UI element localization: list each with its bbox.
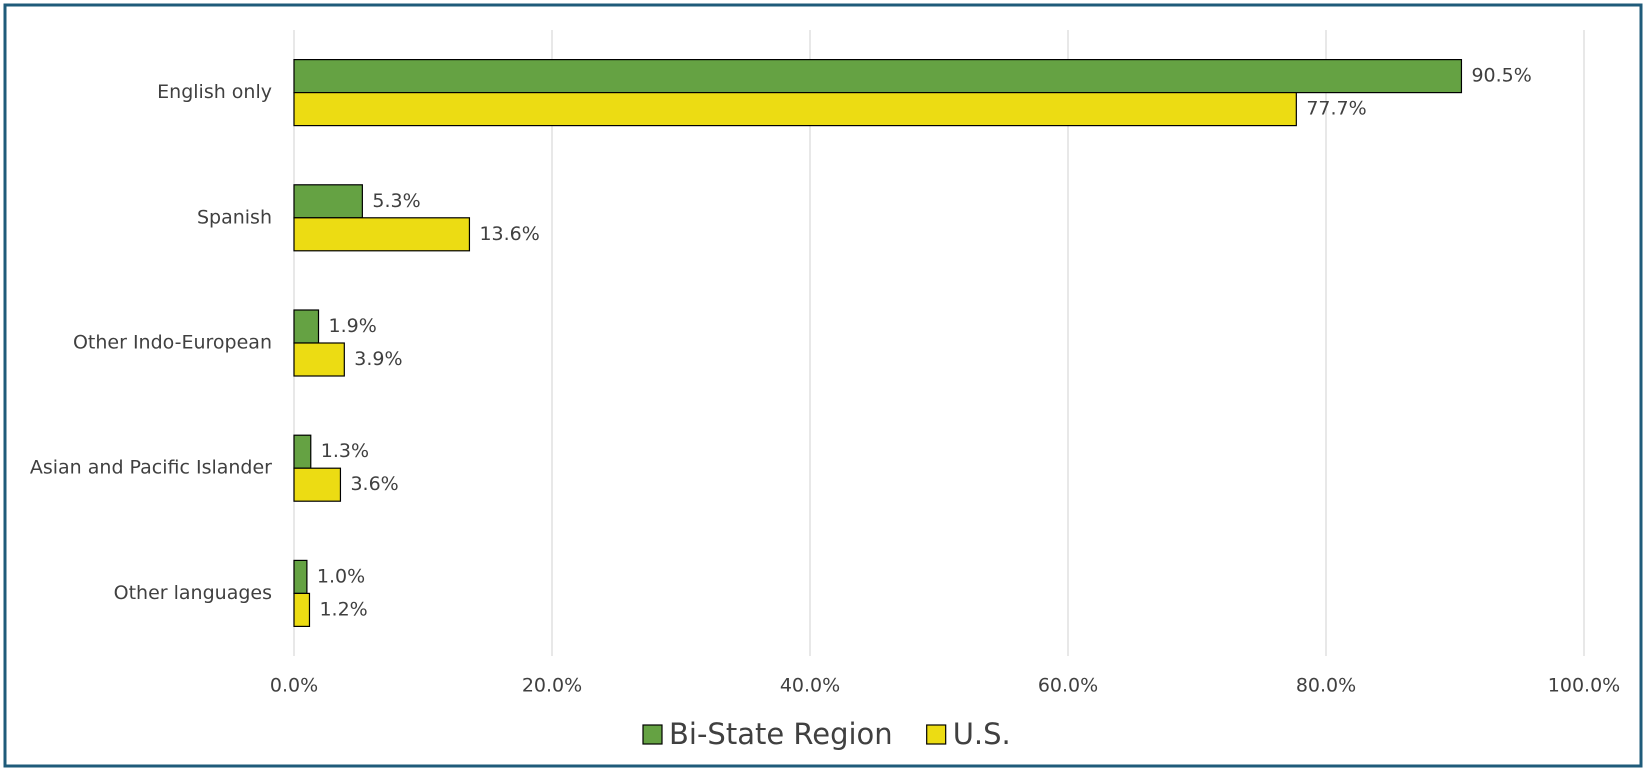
bar (293, 91, 1297, 127)
value-label: 77.7% (1306, 98, 1366, 120)
value-label: 5.3% (372, 190, 420, 212)
value-label: 1.3% (321, 440, 369, 462)
bar (293, 434, 312, 469)
x-tick-label: 20.0% (522, 675, 582, 697)
legend-label: Bi-State Region (669, 717, 893, 751)
bar (293, 184, 363, 219)
value-label: 13.6% (479, 223, 539, 245)
x-tick-label: 80.0% (1296, 675, 1356, 697)
value-label: 90.5% (1471, 65, 1531, 87)
y-tick-label: Asian and Pacific Islander (30, 457, 272, 479)
y-tick-label: English only (157, 81, 272, 103)
bar (293, 217, 471, 252)
value-label: 1.2% (319, 598, 367, 620)
chart-border (3, 3, 1643, 768)
y-tick-label: Other Indo-European (73, 332, 272, 354)
bar (293, 342, 345, 377)
value-label: 3.6% (350, 473, 398, 495)
x-tick-label: 60.0% (1038, 675, 1098, 697)
value-label: 1.0% (317, 565, 365, 587)
y-tick-label: Spanish (197, 206, 272, 228)
bar (293, 559, 308, 595)
value-label: 3.9% (354, 348, 402, 370)
x-tick-label: 40.0% (780, 675, 840, 697)
bar (293, 592, 311, 628)
x-tick-label: 100.0% (1548, 675, 1620, 697)
legend-swatch (642, 724, 663, 745)
bar (293, 467, 342, 502)
y-tick-label: Other languages (114, 582, 272, 604)
legend-swatch (926, 724, 947, 745)
bar (293, 58, 1463, 94)
bar (293, 309, 320, 344)
x-tick-label: 0.0% (270, 675, 318, 697)
legend-label: U.S. (953, 717, 1011, 751)
value-label: 1.9% (329, 315, 377, 337)
